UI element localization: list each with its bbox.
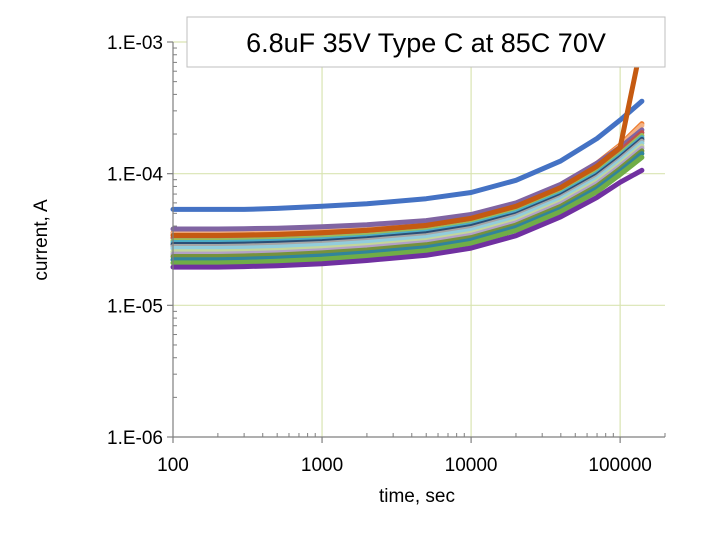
series-line (170, 98, 645, 212)
tick-labels: 100 1000 10000 100000 1.E-06 1.E-05 1.E-04 1.E-… (107, 33, 652, 476)
series-layer (170, 39, 645, 270)
title-box-frame (186, 16, 666, 68)
y-tick-label: 1.E-06 (107, 428, 163, 449)
y-tick-label: 1.E-04 (107, 165, 163, 186)
x-tick-label: 10000 (445, 455, 498, 476)
chart-title: 6.8uF 35V Type C at 85C 70V (246, 28, 606, 58)
chart-title-box: 6.8uF 35V Type C at 85C 70V (186, 16, 666, 68)
x-axis-title: time, sec (379, 486, 455, 507)
x-tick-label: 100000 (588, 455, 651, 476)
axes (167, 41, 665, 443)
y-tick-label: 1.E-05 (107, 296, 163, 317)
minor-ticks (173, 47, 666, 437)
y-tick-label: 1.E-03 (107, 33, 163, 54)
series-line (170, 39, 645, 238)
x-tick-label: 100 (157, 455, 189, 476)
x-tick-label: 1000 (301, 455, 343, 476)
series-line (170, 154, 645, 266)
series-line (170, 167, 645, 270)
y-axis-title: current, A (31, 199, 52, 281)
